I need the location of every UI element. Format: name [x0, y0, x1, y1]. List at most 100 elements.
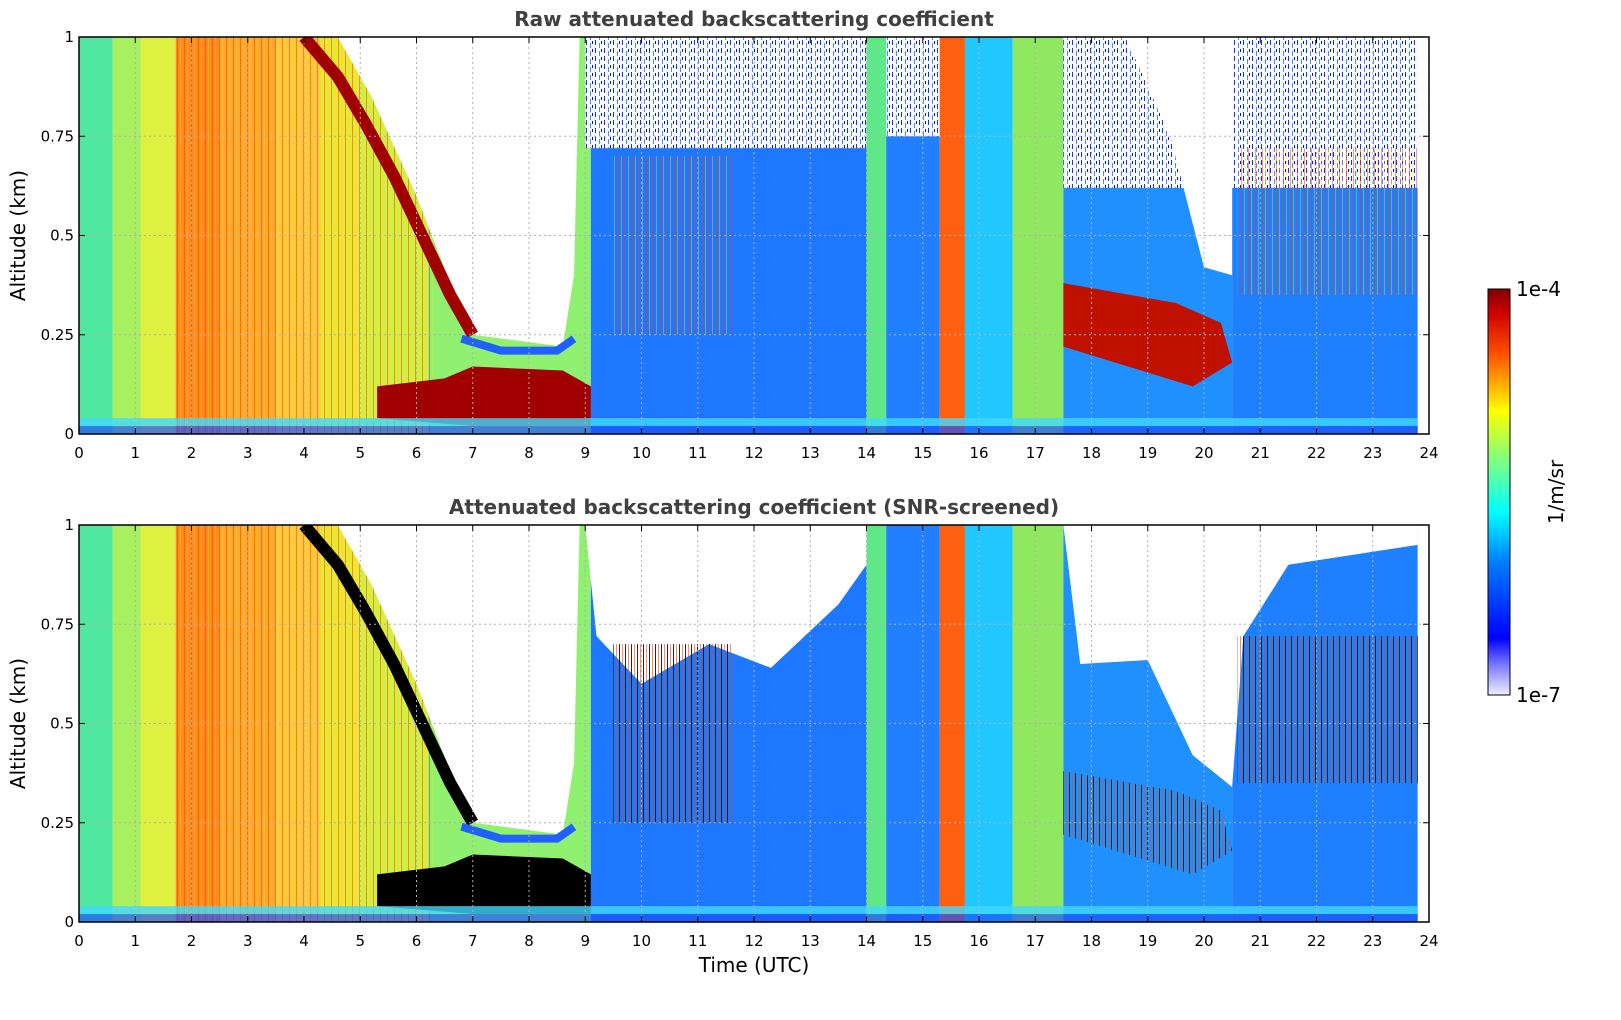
x-tick-label: 19: [1138, 444, 1157, 462]
aerosol-layer: [613, 644, 732, 823]
time-band: [866, 525, 887, 922]
y-tick-label: 0.75: [41, 127, 74, 145]
y-axis-label: Altitude (km): [6, 170, 30, 301]
x-axis-label: Time (UTC): [698, 953, 810, 977]
x-tick-label: 23: [1363, 932, 1382, 950]
cloud-edge: [460, 334, 577, 355]
colorbar-unit-label: 1/m/sr: [1544, 459, 1568, 524]
x-tick-label: 6: [412, 932, 422, 950]
time-band: [866, 37, 887, 434]
noise-region: [585, 37, 867, 149]
x-tick-label: 3: [243, 444, 253, 462]
evening-layer: [1063, 771, 1233, 875]
residual-layer: [299, 37, 478, 338]
x-tick-label: 0: [74, 932, 84, 950]
x-tick-label: 15: [913, 932, 932, 950]
x-tick-label: 21: [1251, 444, 1270, 462]
clear-sky-evening: [1125, 37, 1233, 276]
y-axis-label: Altitude (km): [6, 658, 30, 789]
x-tick-label: 13: [801, 444, 820, 462]
y-tick-label: 0: [64, 425, 74, 443]
aerosol-layer: [613, 156, 732, 335]
cloud-edge: [460, 822, 577, 843]
y-tick-label: 0.75: [41, 615, 74, 633]
x-tick-label: 2: [187, 932, 197, 950]
x-tick-label: 16: [969, 444, 988, 462]
chart-title: Raw attenuated backscattering coefficien…: [514, 7, 994, 31]
x-tick-label: 1: [130, 444, 140, 462]
x-tick-label: 17: [1026, 932, 1045, 950]
fog-layer: [377, 366, 591, 427]
y-tick-label: 0.25: [41, 814, 74, 832]
colorbar-gradient: [1487, 288, 1511, 696]
x-tick-label: 20: [1194, 444, 1213, 462]
x-tick-label: 24: [1419, 444, 1438, 462]
x-tick-label: 22: [1307, 444, 1326, 462]
ground-band: [79, 906, 1418, 915]
y-tick-label: 1: [64, 516, 74, 534]
clear-sky-morning: [337, 37, 580, 347]
x-tick-label: 7: [468, 932, 478, 950]
clear-sky-morning: [337, 525, 580, 835]
x-tick-label: 23: [1363, 444, 1382, 462]
x-tick-label: 10: [632, 932, 651, 950]
x-tick-label: 1: [130, 932, 140, 950]
x-tick-label: 5: [355, 444, 365, 462]
x-tick-label: 14: [857, 444, 876, 462]
x-tick-label: 6: [412, 444, 422, 462]
evening-layer: [1063, 283, 1233, 387]
x-tick-label: 18: [1082, 932, 1101, 950]
night-layer: [1237, 148, 1418, 296]
x-tick-label: 5: [355, 932, 365, 950]
x-tick-label: 22: [1307, 932, 1326, 950]
x-tick-label: 8: [524, 932, 534, 950]
x-tick-label: 13: [801, 932, 820, 950]
colorbar-max-label: 1e-4: [1516, 277, 1561, 301]
ground-band: [79, 418, 1418, 427]
x-tick-label: 4: [299, 444, 309, 462]
x-tick-label: 24: [1419, 932, 1438, 950]
x-tick-label: 8: [524, 444, 534, 462]
x-tick-label: 10: [632, 444, 651, 462]
x-tick-label: 19: [1138, 932, 1157, 950]
y-tick-label: 1: [64, 28, 74, 46]
panel-1: 0 1 2 3 4 5 6 7 8 9 10 11 12 13 14 15 16 17 18 19 20 21 22 23 24…: [6, 7, 1439, 462]
x-tick-label: 12: [744, 444, 763, 462]
x-tick-label: 12: [744, 932, 763, 950]
x-tick-label: 11: [688, 932, 707, 950]
time-band: [112, 37, 141, 434]
x-tick-label: 2: [187, 444, 197, 462]
x-tick-label: 7: [468, 444, 478, 462]
time-band: [112, 525, 141, 922]
y-tick-label: 0.5: [50, 715, 74, 733]
x-tick-label: 20: [1194, 932, 1213, 950]
x-tick-label: 3: [243, 932, 253, 950]
x-tick-label: 11: [688, 444, 707, 462]
residual-layer: [299, 525, 478, 826]
x-tick-label: 9: [580, 932, 590, 950]
fog-layer: [377, 854, 591, 915]
colorbar-min-label: 1e-7: [1516, 683, 1561, 707]
y-tick-label: 0.5: [50, 227, 74, 245]
surface-band: [79, 914, 1418, 922]
colorbar: 1e-4 1e-7 1/m/sr: [1487, 277, 1568, 707]
x-tick-label: 17: [1026, 444, 1045, 462]
x-tick-label: 21: [1251, 932, 1270, 950]
night-layer: [1237, 636, 1418, 784]
y-tick-label: 0.25: [41, 326, 74, 344]
x-tick-label: 0: [74, 444, 84, 462]
x-tick-label: 14: [857, 932, 876, 950]
noise-region: [886, 37, 940, 137]
y-tick-label: 0: [64, 913, 74, 931]
time-band: [939, 37, 965, 434]
chart-title: Attenuated backscattering coefficient (S…: [449, 495, 1059, 519]
x-tick-label: 15: [913, 444, 932, 462]
x-tick-label: 16: [969, 932, 988, 950]
surface-band: [79, 426, 1418, 434]
time-band: [939, 525, 965, 922]
x-tick-label: 18: [1082, 444, 1101, 462]
x-tick-label: 9: [580, 444, 590, 462]
x-tick-label: 4: [299, 932, 309, 950]
panel-2: 0 1 2 3 4 5 6 7 8 9 10 11 12 13 14 15 16 17 18 19 20 21 22 23 24…: [6, 495, 1439, 977]
